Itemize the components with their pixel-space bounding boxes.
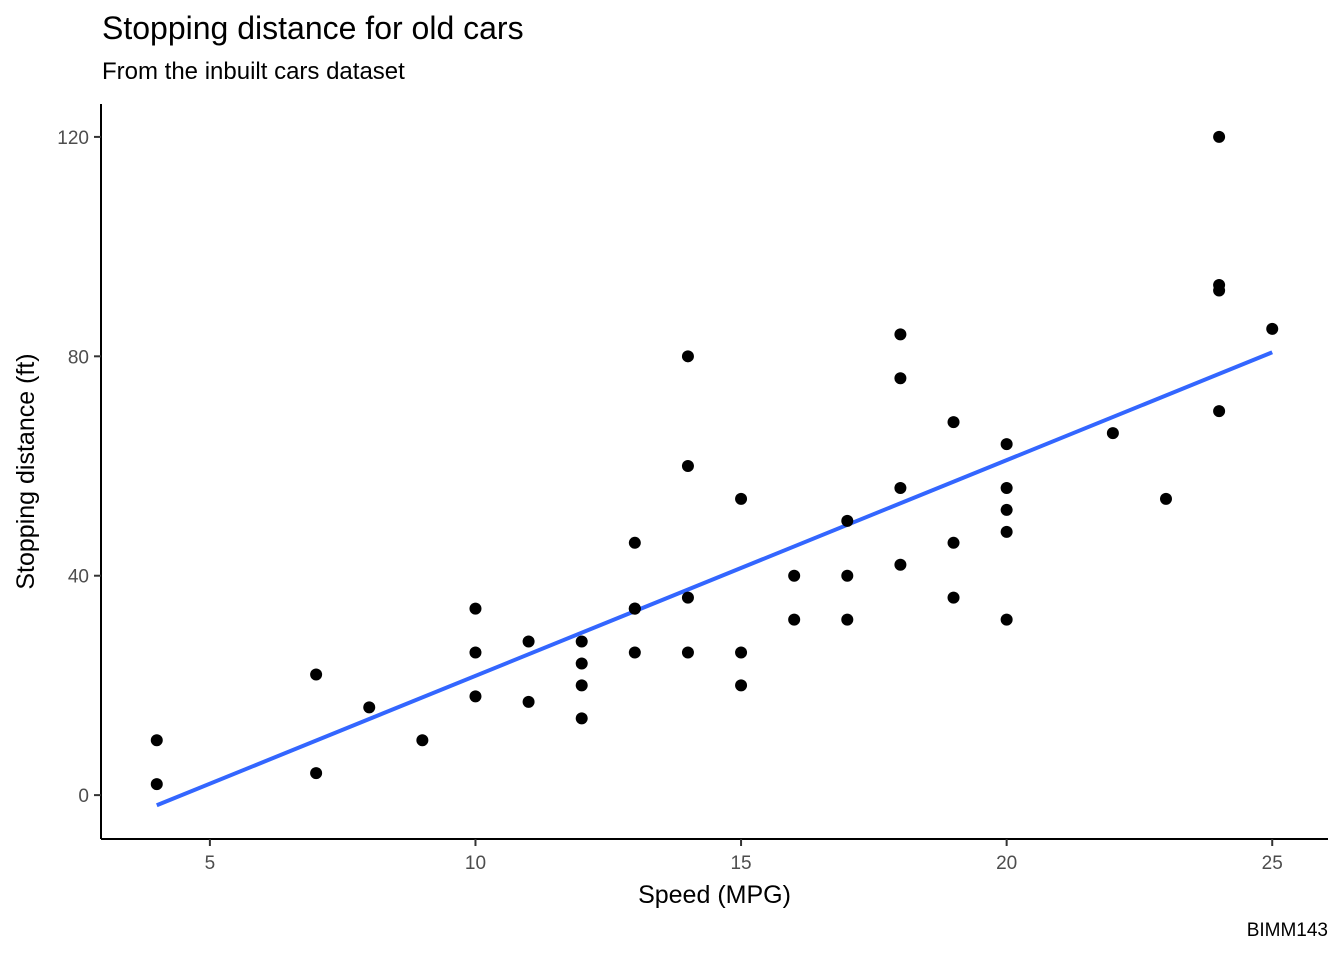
chart-subtitle: From the inbuilt cars dataset bbox=[102, 58, 405, 85]
data-point bbox=[1000, 438, 1013, 451]
x-axis-title: Speed (MPG) bbox=[638, 881, 791, 909]
data-point bbox=[681, 646, 694, 659]
axes bbox=[100, 104, 1328, 840]
data-point bbox=[469, 602, 482, 615]
x-tick-label: 15 bbox=[730, 853, 751, 874]
data-point bbox=[522, 695, 535, 708]
data-point bbox=[628, 646, 641, 659]
data-point bbox=[150, 778, 163, 791]
y-tick-label: 120 bbox=[57, 128, 89, 149]
data-point bbox=[363, 701, 376, 714]
data-point bbox=[947, 591, 960, 604]
data-point bbox=[788, 613, 801, 626]
data-point bbox=[841, 514, 854, 527]
data-point bbox=[469, 690, 482, 703]
data-point bbox=[150, 734, 163, 747]
data-point bbox=[735, 646, 748, 659]
data-point bbox=[1000, 525, 1013, 538]
data-point bbox=[1213, 279, 1226, 292]
data-point bbox=[1000, 613, 1013, 626]
data-point bbox=[841, 569, 854, 582]
trend-line bbox=[156, 350, 1273, 808]
data-point bbox=[681, 591, 694, 604]
x-tick-label: 5 bbox=[205, 853, 216, 874]
data-point bbox=[416, 734, 429, 747]
data-point bbox=[1213, 130, 1226, 143]
ticks: 5 10 15 20 25 0 40 80 120 bbox=[57, 128, 1283, 874]
data-point bbox=[841, 613, 854, 626]
data-point bbox=[735, 492, 748, 505]
data-point bbox=[1106, 427, 1119, 440]
data-point bbox=[1213, 405, 1226, 418]
chart-title: Stopping distance for old cars bbox=[102, 10, 524, 46]
data-point bbox=[575, 679, 588, 692]
points-layer bbox=[150, 130, 1279, 791]
y-tick-label: 0 bbox=[78, 786, 89, 807]
data-point bbox=[1266, 322, 1279, 335]
data-point bbox=[681, 350, 694, 363]
x-tick-label: 20 bbox=[996, 853, 1017, 874]
data-point bbox=[681, 460, 694, 473]
data-point bbox=[894, 558, 907, 571]
data-point bbox=[947, 416, 960, 429]
data-point bbox=[628, 536, 641, 549]
trend-layer bbox=[156, 350, 1273, 808]
data-point bbox=[1000, 481, 1013, 494]
data-point bbox=[894, 481, 907, 494]
data-point bbox=[575, 635, 588, 648]
data-point bbox=[947, 536, 960, 549]
data-point bbox=[1000, 503, 1013, 516]
data-point bbox=[469, 646, 482, 659]
data-point bbox=[1159, 492, 1172, 505]
data-point bbox=[522, 635, 535, 648]
data-point bbox=[894, 372, 907, 385]
x-tick-label: 25 bbox=[1262, 853, 1283, 874]
data-point bbox=[735, 679, 748, 692]
data-point bbox=[628, 602, 641, 615]
data-point bbox=[894, 328, 907, 341]
y-tick-label: 80 bbox=[68, 347, 89, 368]
data-point bbox=[310, 668, 323, 681]
data-point bbox=[310, 767, 323, 780]
data-point bbox=[575, 657, 588, 670]
y-axis-title: Stopping distance (ft) bbox=[12, 353, 40, 589]
data-point bbox=[575, 712, 588, 725]
x-tick-label: 10 bbox=[465, 853, 486, 874]
data-point bbox=[788, 569, 801, 582]
chart-caption: BIMM143 bbox=[1246, 920, 1328, 941]
y-tick-label: 40 bbox=[68, 567, 89, 588]
